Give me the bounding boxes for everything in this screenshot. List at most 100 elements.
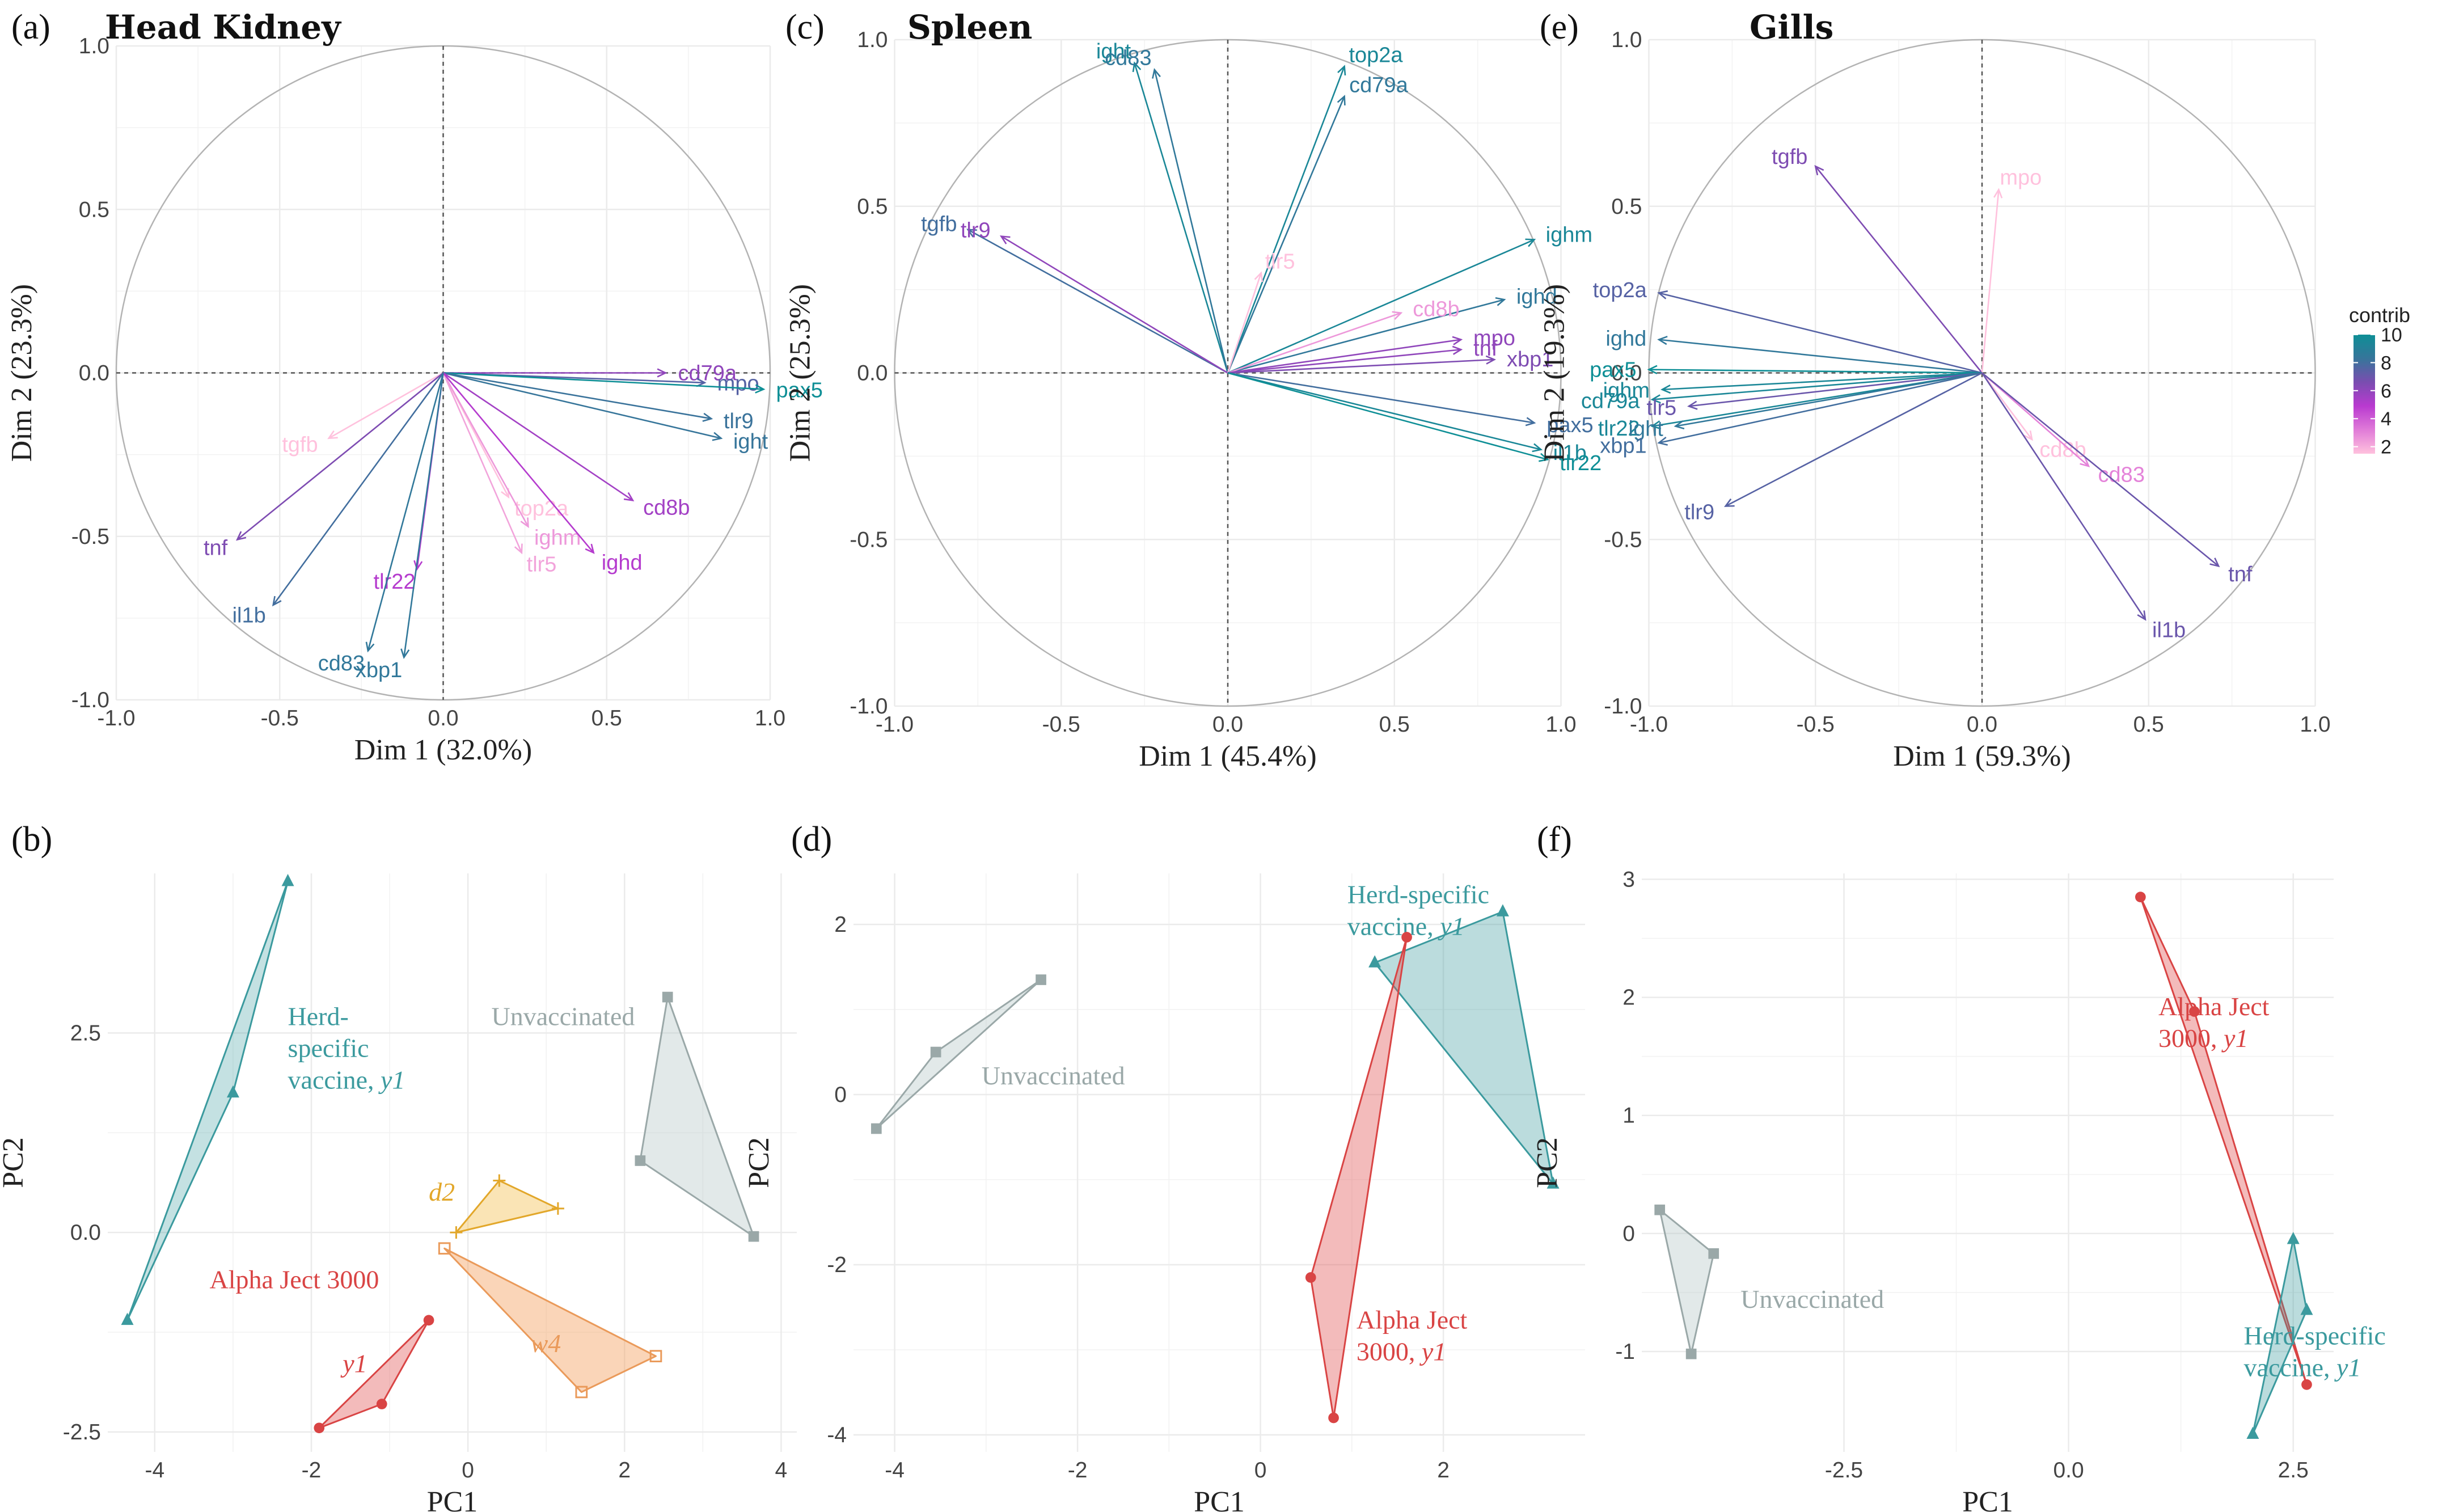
group-label: Herd- — [288, 1002, 349, 1030]
variable-arrow-ighm — [1227, 239, 1535, 374]
data-point — [2246, 1426, 2259, 1439]
panel-title: Head Kidney — [105, 8, 342, 47]
variable-label-top2a: top2a — [1349, 43, 1403, 67]
x-tick-label: 2 — [618, 1458, 631, 1483]
group-hull — [875, 979, 1042, 1130]
group-label-text: Alpha Ject 3000 — [209, 1265, 379, 1294]
panel-d: -4 -2 0 2 -4 -2 0 2 PC1 PC2 Unvaccinated Herd-speci… — [743, 820, 1585, 1512]
data-point — [281, 873, 294, 886]
data-point — [1496, 904, 1509, 917]
arrowhead-cd8b — [1392, 311, 1403, 320]
group-label: Unvaccinated — [1740, 1285, 1884, 1314]
x-tick-label: 0.5 — [2133, 712, 2164, 737]
variable-label-tlr9: tlr9 — [961, 218, 991, 242]
x-tick-label: -1.0 — [97, 706, 135, 730]
legend-title: contrib — [2349, 303, 2410, 327]
group-hull — [2139, 896, 2308, 1386]
groups: Alpha Ject 3000, y1 Unvaccinated Herd-speci… — [1654, 892, 2386, 1439]
arrowhead-tlr5 — [514, 543, 523, 555]
variable-label-tlr9: tlr9 — [1684, 501, 1714, 525]
arrowhead-mpo — [696, 378, 707, 387]
y-tick-label: 3 — [1622, 867, 1635, 892]
x-axis-title: Dim 1 (45.4%) — [1139, 740, 1316, 772]
group-label: Herd-specific — [1347, 880, 1489, 909]
group-label: specific — [288, 1033, 369, 1062]
group-d2: d2 — [429, 1174, 564, 1239]
arrowhead-ighd — [585, 543, 595, 554]
x-tick-label: 0 — [1254, 1458, 1267, 1483]
y-tick-label: -0.5 — [71, 525, 109, 549]
arrowhead-tgfb — [966, 229, 977, 238]
variable-arrow-ighm — [1662, 372, 1983, 391]
variable-arrow-tlr9 — [1000, 235, 1228, 374]
group-label-text: Alpha Ject — [2158, 992, 2270, 1021]
group-label-italic: d2 — [429, 1177, 455, 1206]
variable-label-cd83: cd83 — [2098, 463, 2145, 487]
data-point — [314, 1422, 325, 1434]
group-label-text: vaccine, — [2244, 1353, 2336, 1382]
x-tick-label: -4 — [145, 1458, 164, 1483]
variable-label-xbp1: xbp1 — [1600, 434, 1646, 458]
group-label: d2 — [429, 1177, 455, 1206]
variable-arrow-cd79a — [1652, 372, 1983, 400]
data-point — [1708, 1248, 1719, 1259]
variable-arrow-tlr5 — [1227, 272, 1262, 373]
group-label-text: Alpha Ject — [1357, 1306, 1468, 1334]
y-tick-label: 1.0 — [79, 34, 109, 58]
variable-label-cd79a: cd79a — [1581, 389, 1640, 413]
arrowhead-cd83 — [2080, 457, 2090, 467]
variable-label-tnf: tnf — [204, 536, 228, 560]
data-point — [121, 1312, 134, 1325]
variable-arrow-mpo — [1227, 339, 1461, 374]
variable-label-il1b: il1b — [1553, 441, 1587, 465]
arrowhead-ighd — [1657, 336, 1668, 345]
arrowhead-ighm — [1525, 238, 1536, 247]
variable-arrow-ighd — [1227, 298, 1505, 374]
arrowhead-tlr22 — [1650, 420, 1662, 430]
arrowhead-tnf — [1452, 345, 1463, 355]
variable-arrow-ighm — [442, 372, 529, 527]
arrowhead-il1b — [2137, 610, 2147, 621]
y-tick-label: -4 — [827, 1423, 847, 1447]
data-point — [226, 1085, 239, 1098]
group-label-italic: y1 — [1438, 912, 1464, 941]
group-label: vaccine, y1 — [288, 1065, 405, 1094]
group-label-text: vaccine, — [288, 1065, 381, 1094]
data-point — [1547, 1176, 1560, 1189]
arrowhead-xbp1 — [1657, 437, 1668, 446]
variable-label-ighd: ighd — [1516, 285, 1557, 309]
variable-arrow-mpo — [1981, 189, 2000, 373]
y-tick-label: -1.0 — [850, 694, 888, 719]
group-hull — [443, 1247, 657, 1393]
group-Herd-specific vaccine, y1: Herd-specific vaccine, y1 — [121, 873, 405, 1325]
variable-label-il1b: il1b — [2152, 619, 2186, 643]
variable-label-pax5: pax5 — [1590, 358, 1636, 382]
legend-tick-label: 6 — [2381, 381, 2391, 402]
variable-arrow-cd8b — [1227, 312, 1401, 374]
y-tick-label: -2 — [827, 1253, 847, 1277]
arrowhead-ighm — [1660, 385, 1671, 394]
variable-label-tgfb: tgfb — [282, 433, 318, 457]
group-hull — [1309, 936, 1408, 1419]
variable-arrow-il1b — [272, 372, 444, 606]
group-label-italic: y1 — [378, 1065, 405, 1094]
variable-arrow-ight — [1134, 62, 1229, 373]
variable-arrow-tnf — [1981, 372, 2219, 567]
group-Alpha Ject 3000, y1: Alpha Ject 3000, y1 — [2135, 892, 2312, 1390]
variable-label-ighd: ighd — [602, 551, 643, 575]
data-point — [871, 1123, 882, 1134]
data-point — [1036, 974, 1046, 985]
group-Unvaccinated: Unvaccinated — [1654, 1204, 1884, 1359]
variable-label-ighm: ighm — [534, 526, 581, 550]
arrowhead-il1b — [1532, 443, 1543, 453]
group-label: w4 — [531, 1329, 561, 1358]
y-axis-title: Dim 2 (23.3%) — [6, 284, 38, 462]
variable-arrow-tnf — [1227, 349, 1461, 374]
x-tick-label: -0.5 — [1797, 712, 1835, 737]
variable-label-cd83: cd83 — [318, 652, 365, 675]
panel-letter: (e) — [1540, 8, 1579, 47]
group-label-text: specific — [288, 1033, 369, 1062]
